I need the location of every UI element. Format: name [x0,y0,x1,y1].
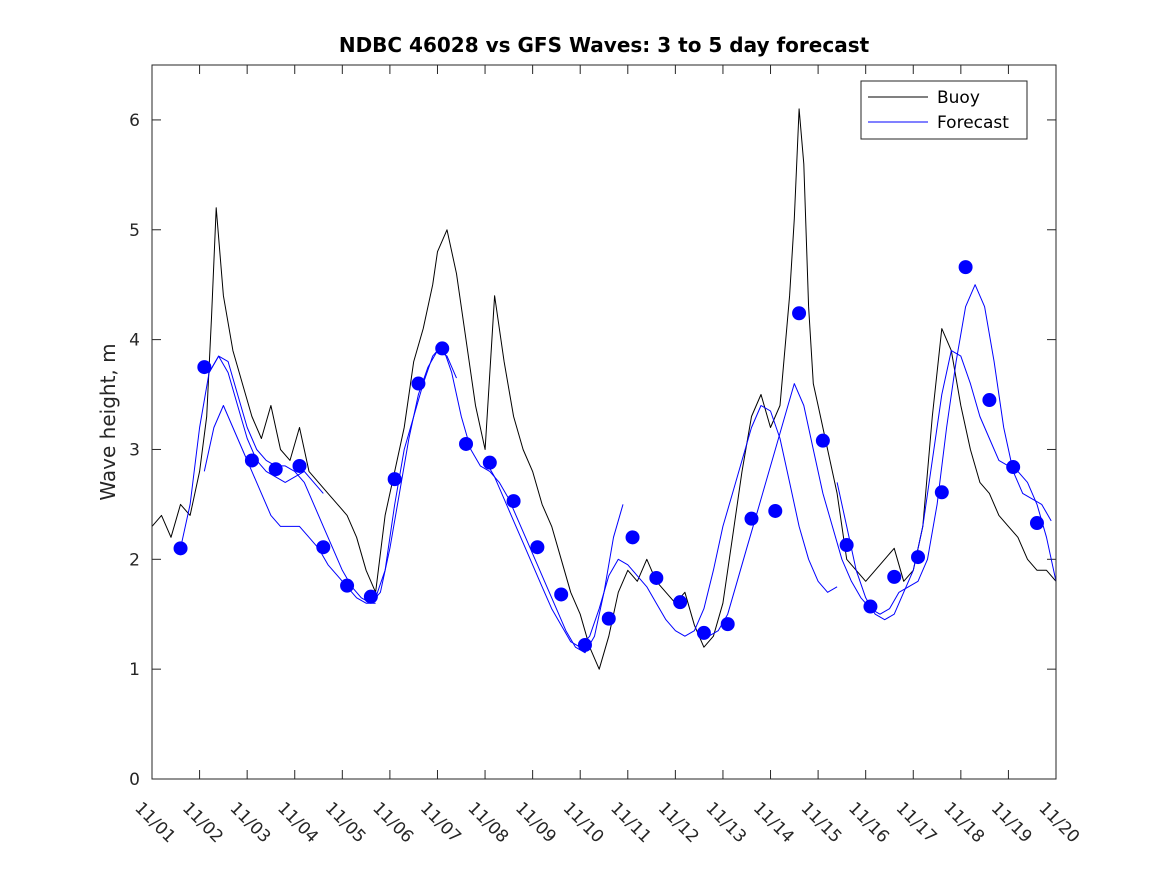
forecast-marker-point [363,589,378,604]
forecast-marker-point [316,540,331,555]
y-axis-label: Wave height, m [96,343,120,500]
forecast-series-line [180,355,324,549]
forecast-marker-point [863,599,878,614]
forecast-marker-point [839,538,854,553]
forecast-marker-point [601,611,616,626]
forecast-marker-point [934,485,949,500]
forecast-marker-point [744,511,759,526]
forecast-marker-point [625,530,640,545]
forecast-marker-point [958,260,973,275]
legend: Buoy Forecast [860,80,1028,140]
legend-buoy-label: Buoy [937,88,980,108]
forecast-marker-point [268,462,283,477]
forecast-marker-point [244,453,259,468]
axis-ticks [151,65,1057,780]
forecast-marker-point [411,376,426,391]
forecast-marker-point [197,360,212,375]
forecast-marker-point [506,494,521,509]
plot-area [152,65,1056,779]
forecast-marker-point [792,306,807,321]
y-tick-label: 6 [129,111,140,131]
forecast-marker-point [482,455,497,470]
forecast-marker-point [911,550,926,565]
forecast-marker-point [387,472,402,487]
forecast-marker-point [696,625,711,640]
forecast-series-line [484,405,838,648]
forecast-markers [173,260,1044,652]
forecast-series-line [208,350,457,604]
forecast-marker-point [173,541,188,556]
forecast-marker-point [887,569,902,584]
y-tick-label: 3 [129,440,140,460]
forecast-marker-point [1006,460,1021,475]
forecast-marker-point [649,570,664,585]
forecast-marker-point [815,433,830,448]
y-tick-label: 2 [129,550,140,570]
forecast-marker-point [340,578,355,593]
forecast-marker-point [768,503,783,518]
y-tick-label: 4 [129,331,140,351]
forecast-marker-point [673,595,688,610]
forecast-marker-point [577,637,592,652]
forecast-marker-point [982,393,997,408]
forecast-marker-point [530,540,545,555]
forecast-marker-point [554,587,569,602]
plot-frame [151,64,1057,780]
legend-forecast-label: Forecast [937,113,1009,133]
y-tick-label: 1 [129,660,140,680]
legend-box [860,80,1028,140]
y-tick-labels: 0 1 2 3 4 5 6 [129,111,140,790]
forecast-marker-point [1029,516,1044,531]
y-tick-label: 5 [129,221,140,241]
y-tick-label: 0 [129,770,140,790]
chart-title: NDBC 46028 vs GFS Waves: 3 to 5 day fore… [339,33,870,57]
forecast-marker-point [459,436,474,451]
forecast-marker-point [720,617,735,632]
forecast-marker-point [292,458,307,473]
forecast-marker-point [435,341,450,356]
